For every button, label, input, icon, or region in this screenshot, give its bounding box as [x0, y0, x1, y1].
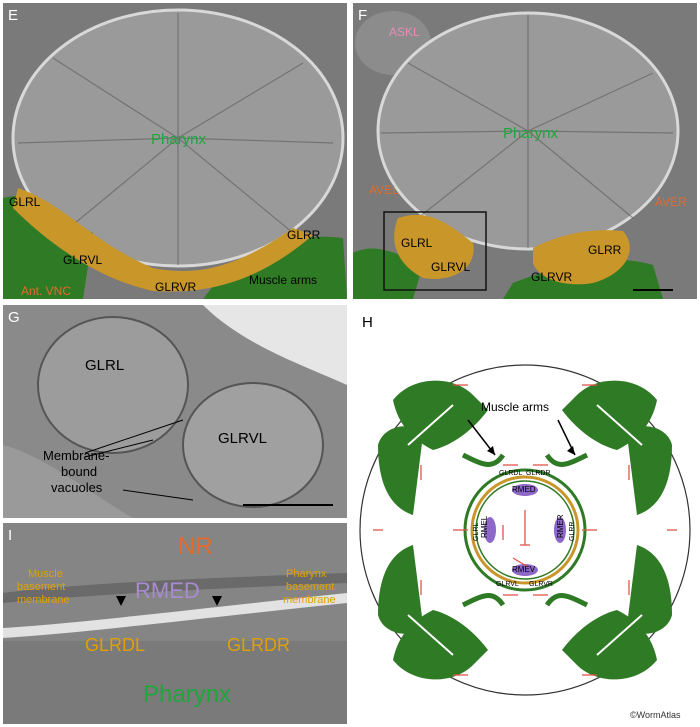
e-glrr-label: GLRR: [287, 228, 321, 242]
e-pharynx-label: Pharynx: [151, 131, 207, 148]
panel-e: E Pharynx GLRL GLRVL GLRVR GLRR Muscle a…: [3, 3, 347, 299]
panel-f-image: [353, 3, 697, 299]
panel-f: F ASKL Pharynx AVEL AVER GLRL GLRVL GLRR…: [353, 3, 697, 299]
f-avel-label: AVEL: [369, 183, 399, 197]
i-glrdl-label: GLRDL: [85, 635, 146, 655]
i-pharynx-bm-label-2: basement: [286, 581, 335, 593]
panel-f-letter: F: [358, 7, 368, 24]
i-glrdr-label: GLRDR: [227, 635, 291, 655]
f-glrl-label: GLRL: [401, 236, 433, 250]
i-muscle-bm-label-1: Muscle: [28, 568, 63, 580]
i-muscle-bm-label-2: basement: [17, 581, 66, 593]
g-vacuoles-label-3: vacuoles: [51, 480, 103, 495]
h-glrvl-label: GLRVL: [496, 581, 519, 588]
f-aver-label: AVER: [655, 195, 687, 209]
panel-i-letter: I: [8, 527, 13, 544]
f-glrvr-label: GLRVR: [531, 270, 573, 284]
f-pharynx-label: Pharynx: [503, 125, 559, 142]
panel-h-letter: H: [362, 314, 373, 331]
g-vacuoles-label-2: bound: [61, 464, 98, 479]
h-rmev-label: RMEV: [512, 565, 536, 574]
i-rmed-label: RMED: [135, 578, 200, 603]
h-muscle-arms-label: Muscle arms: [481, 400, 550, 414]
e-glrvr-label: GLRVR: [155, 280, 197, 294]
i-pharynx-label: Pharynx: [143, 681, 232, 708]
credit: ©WormAtlas: [630, 710, 681, 720]
g-vacuoles-label-1: Membrane-: [43, 448, 110, 463]
h-rmer-label: RMER: [556, 514, 565, 538]
i-pharynx-bm-label-1: Pharynx: [286, 568, 327, 580]
f-askl-label: ASKL: [389, 25, 420, 39]
e-glrvl-label: GLRVL: [63, 253, 103, 267]
e-glrl-label: GLRL: [9, 195, 41, 209]
panel-i: I NR RMED Muscle basement membrane Phary…: [3, 523, 347, 724]
f-glrr-label: GLRR: [588, 243, 622, 257]
panel-i-image: [3, 523, 347, 724]
panel-h: H Muscle arms RMED RMEV RMEL RMER GLRDL …: [353, 305, 697, 725]
panel-e-image: [3, 3, 347, 299]
h-glrdl-label: GLRDL: [499, 470, 523, 477]
panel-h-diagram: [359, 364, 691, 696]
h-rmel-label: RMEL: [480, 515, 489, 538]
h-glrdr-label: GLRDR: [526, 470, 551, 477]
g-glrl-label: GLRL: [85, 357, 125, 374]
e-ant-vnc-label: Ant. VNC: [21, 284, 72, 298]
i-muscle-bm-label-3: membrane: [17, 594, 70, 606]
panel-g-letter: G: [8, 309, 20, 326]
f-glrvl-label: GLRVL: [431, 260, 471, 274]
panel-e-letter: E: [8, 7, 19, 24]
e-muscle-arms-label: Muscle arms: [249, 273, 318, 287]
h-glrvr-label: GLRVR: [529, 581, 553, 588]
h-glrr-label: GLRR: [569, 521, 576, 541]
panel-g: G GLRL GLRVL Membrane- bound vacuoles: [3, 305, 347, 518]
i-nr-label: NR: [178, 533, 213, 560]
h-glrl-label: GLRL: [473, 522, 480, 541]
h-rmed-label: RMED: [512, 485, 536, 494]
g-glrvl-label: GLRVL: [218, 430, 267, 447]
i-pharynx-bm-label-3: membrane: [283, 594, 336, 606]
panel-g-image: [3, 305, 347, 518]
